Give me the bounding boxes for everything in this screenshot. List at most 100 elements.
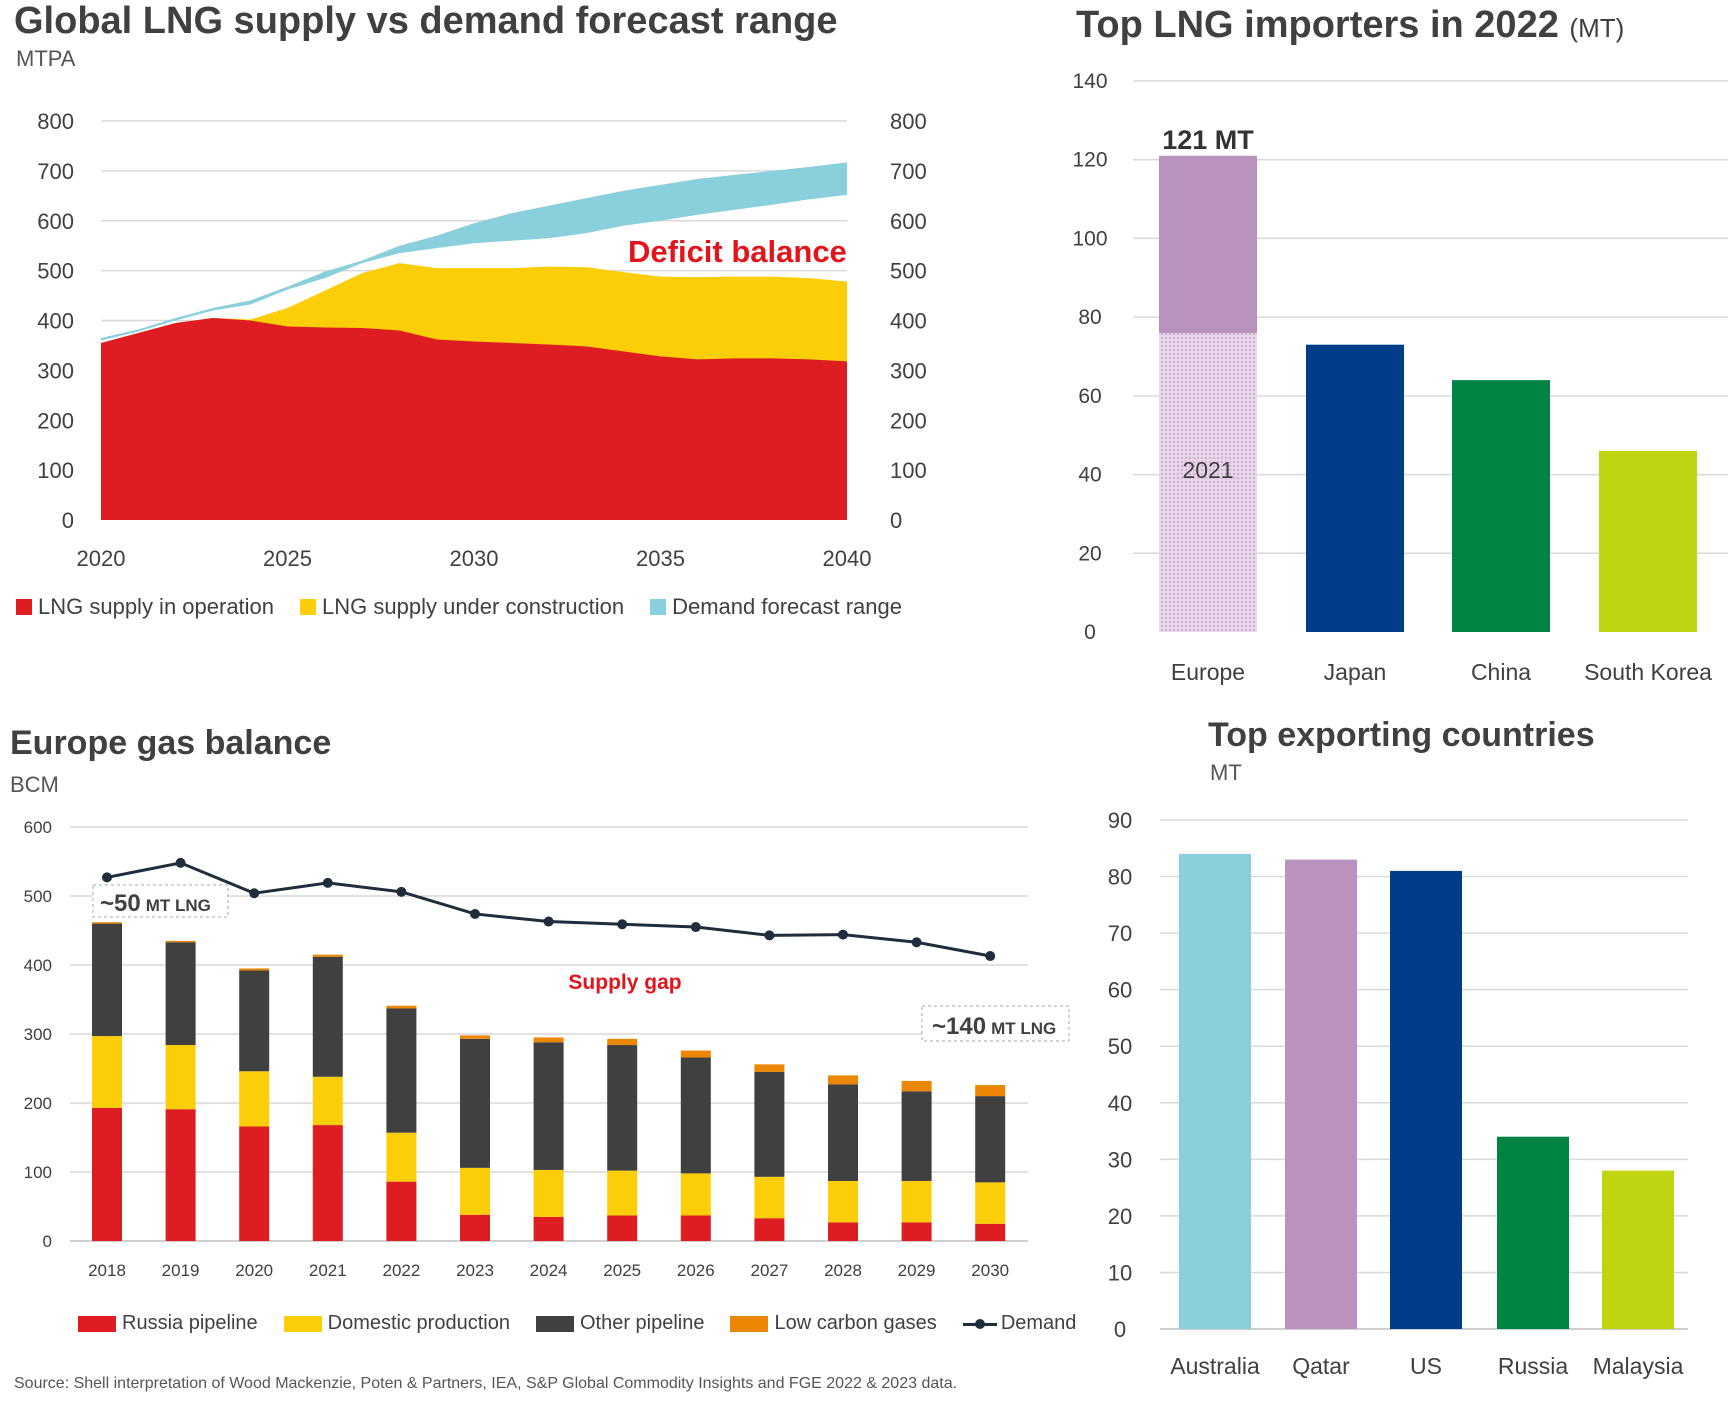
legend-swatch-yellow <box>283 1315 322 1332</box>
x-tick-label: 2025 <box>263 546 312 571</box>
annotation-140-value: ~140 <box>932 1013 986 1040</box>
bar-segment-other-pipeline <box>975 1096 1006 1183</box>
y-tick-label-left: 600 <box>37 209 74 234</box>
y-tick-label-right: 0 <box>890 508 902 533</box>
x-tick-label: 2026 <box>677 1261 715 1280</box>
y-tick-label: 20 <box>1108 1204 1132 1229</box>
y-tick-label: 120 <box>1072 149 1107 172</box>
chart3-title: Europe gas balance <box>10 724 332 762</box>
x-tick-label: 2022 <box>382 1261 420 1280</box>
bar-segment-other-pipeline <box>460 1038 490 1168</box>
bar-segment-low-carbon-gases <box>386 1005 417 1009</box>
legend-swatch-yellow <box>300 599 317 615</box>
legend-item-demand: Demand <box>962 1312 1076 1335</box>
legend-swatch-blue <box>650 599 667 615</box>
y-tick-label-left: 300 <box>37 358 74 383</box>
bar-segment-russia-pipeline <box>754 1218 785 1241</box>
bar-segment-russia-pipeline <box>165 1109 196 1241</box>
legend-swatch-orange <box>730 1315 769 1332</box>
bar-segment-russia-pipeline <box>239 1126 270 1241</box>
demand-forecast-area <box>101 162 847 341</box>
europe-2021-label: 2021 <box>1182 457 1233 483</box>
bar-segment-domestic-production <box>533 1169 564 1217</box>
chart1-plot: 0 0 100 100 200 200 300 300 400 400 500 500 600 600 70… <box>37 109 926 571</box>
demand-point <box>322 877 333 888</box>
supply-gap-annotation: Supply gap <box>568 971 681 994</box>
y-tick-label: 600 <box>24 818 52 837</box>
chart1-subtitle: MTPA <box>16 46 76 71</box>
bar-segment-low-carbon-gases <box>165 940 196 943</box>
bar-segment-domestic-production <box>828 1180 858 1223</box>
x-tick-label: 2028 <box>824 1261 862 1280</box>
annotation-box-50 <box>92 884 229 918</box>
annotation-box-140 <box>921 1005 1070 1042</box>
bar-segment-other-pipeline <box>680 1057 711 1174</box>
legend-label: LNG supply under construction <box>322 594 625 619</box>
x-tick-label: 2030 <box>971 1261 1009 1280</box>
bar-segment-other-pipeline <box>165 942 196 1046</box>
y-tick-label-left: 200 <box>37 408 74 433</box>
x-tick-label: Japan <box>1324 659 1387 685</box>
bar-japan <box>1306 344 1404 632</box>
x-tick-label: Australia <box>1170 1353 1260 1379</box>
bar-segment-russia-pipeline <box>92 1107 122 1241</box>
x-tick-label: 2020 <box>77 546 126 571</box>
demand-point <box>690 922 701 933</box>
y-tick-label: 30 <box>1108 1147 1132 1172</box>
bar-segment-low-carbon-gases <box>239 968 270 971</box>
bar-segment-other-pipeline <box>754 1071 785 1177</box>
x-tick-label: Russia <box>1498 1353 1569 1379</box>
x-tick-label: Malaysia <box>1593 1353 1684 1379</box>
legend-label: Demand forecast range <box>672 594 902 619</box>
bar-segment-low-carbon-gases <box>312 954 343 957</box>
bar-malaysia <box>1602 1170 1674 1329</box>
y-tick-label: 100 <box>24 1163 52 1182</box>
y-tick-label: 20 <box>1078 542 1101 565</box>
bar-russia <box>1497 1136 1569 1329</box>
bar-segment-russia-pipeline <box>975 1223 1006 1241</box>
bar-segment-domestic-production <box>460 1167 490 1215</box>
bar-segment-low-carbon-gases <box>975 1085 1006 1097</box>
bar-segment-russia-pipeline <box>460 1214 490 1241</box>
legend-label: LNG supply in operation <box>38 594 275 619</box>
y-tick-label: 100 <box>1072 227 1107 250</box>
legend-label: Low carbon gases <box>774 1312 937 1334</box>
y-tick-label: 60 <box>1108 978 1132 1003</box>
y-tick-label-right: 800 <box>890 109 927 134</box>
x-tick-label: 2024 <box>530 1261 568 1280</box>
x-tick-label: 2018 <box>88 1261 126 1280</box>
legend-label: Other pipeline <box>579 1312 705 1334</box>
legend-label: Domestic production <box>327 1312 510 1334</box>
bar-segment-low-carbon-gases <box>607 1038 638 1046</box>
bar-segment-domestic-production <box>239 1071 270 1127</box>
x-tick-label: South Korea <box>1584 659 1712 685</box>
bar-segment-russia-pipeline <box>533 1216 564 1241</box>
y-tick-label: 80 <box>1078 306 1101 329</box>
y-tick-label: 500 <box>24 887 52 906</box>
x-tick-label: 2040 <box>823 546 872 571</box>
bar-europe-2021-portion <box>1159 332 1257 632</box>
y-tick-label: 90 <box>1108 808 1132 833</box>
demand-point <box>985 951 996 962</box>
y-tick-label-left: 500 <box>37 259 74 284</box>
y-tick-label-left: 700 <box>37 159 74 184</box>
demand-point <box>396 886 407 897</box>
chart1-title: Global LNG supply vs demand forecast ran… <box>14 0 838 42</box>
bar-china <box>1452 380 1550 632</box>
bar-segment-russia-pipeline <box>901 1222 932 1241</box>
chart2-title-text: Top LNG importers in 2022 <box>1076 4 1559 46</box>
bar-australia <box>1179 853 1251 1329</box>
demand-point <box>543 916 554 927</box>
chart3-subtitle: BCM <box>10 772 59 797</box>
y-tick-label: 0 <box>1114 1317 1126 1342</box>
legend-item-supply-construction: LNG supply under construction <box>300 594 624 620</box>
y-tick-label-right: 600 <box>890 209 927 234</box>
chart4-subtitle: MT <box>1210 760 1242 785</box>
y-tick-label: 70 <box>1108 921 1132 946</box>
chart2-title: Top LNG importers in 2022 (MT) <box>1076 4 1624 47</box>
bar-us <box>1390 870 1462 1329</box>
demand-point <box>911 937 922 948</box>
y-tick-label: 60 <box>1078 385 1101 408</box>
x-tick-label: 2025 <box>603 1261 641 1280</box>
y-tick-label: 400 <box>24 956 52 975</box>
